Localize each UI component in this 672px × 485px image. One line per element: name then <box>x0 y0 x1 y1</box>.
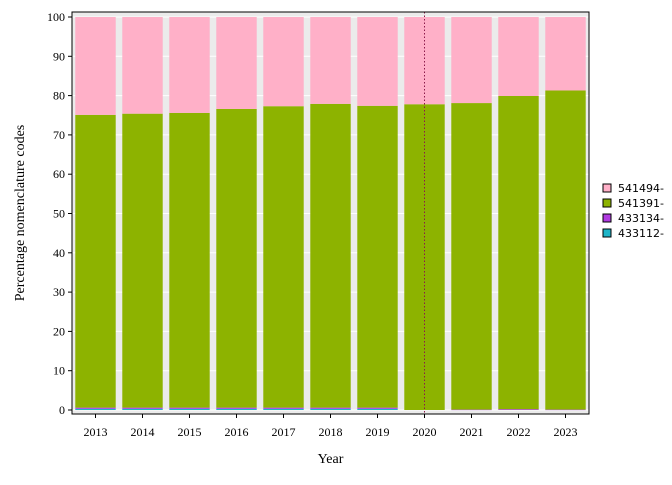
x-tick-label: 2021 <box>460 425 484 439</box>
series-541391 <box>75 90 586 410</box>
bar-segment <box>451 17 492 104</box>
series-433134 <box>75 407 586 411</box>
bar-segment <box>498 95 539 410</box>
legend-label: 541391- <box>618 197 664 210</box>
legend-label: 541494- <box>618 182 664 195</box>
legend-swatch <box>602 198 612 208</box>
bar-segment <box>216 408 257 410</box>
y-tick-label: 90 <box>53 49 65 63</box>
bar-segment <box>122 408 163 410</box>
bar-segment <box>263 106 304 408</box>
bar-segment <box>310 408 351 410</box>
bar-segment <box>122 407 163 409</box>
y-tick-label: 50 <box>53 207 65 221</box>
bar-segment <box>498 17 539 96</box>
x-axis-title: Year <box>318 452 344 467</box>
y-tick-label: 60 <box>53 167 65 181</box>
bar-segment <box>169 112 210 408</box>
bar-segment <box>310 17 351 104</box>
x-tick-label: 2023 <box>554 425 578 439</box>
x-tick-label: 2019 <box>366 425 390 439</box>
bar-segment <box>310 407 351 409</box>
x-tick-label: 2017 <box>272 425 296 439</box>
bar-segment <box>451 103 492 410</box>
bar-segment <box>263 17 304 107</box>
bar-segment <box>545 409 586 411</box>
bar-segment <box>169 407 210 409</box>
bar-segment <box>263 408 304 410</box>
y-tick-label: 80 <box>53 89 65 103</box>
legend: 541494- 541391- 433134- 433112- <box>602 182 664 240</box>
bar-segment <box>216 407 257 409</box>
y-axis-title: Percentage nomenclature codes <box>13 125 28 301</box>
y-tick-label: 30 <box>53 285 65 299</box>
bar-segment <box>545 90 586 410</box>
y-tick-label: 70 <box>53 128 65 142</box>
bar-segment <box>263 407 304 409</box>
bar-segment <box>545 17 586 91</box>
bar-segment <box>122 113 163 408</box>
y-tick-label: 20 <box>53 324 65 338</box>
bar-segment <box>357 105 398 408</box>
bar-segment <box>216 108 257 408</box>
bar-segment <box>122 17 163 114</box>
x-tick-label: 2018 <box>319 425 343 439</box>
bar-segment <box>169 17 210 113</box>
x-tick-label: 2014 <box>131 425 155 439</box>
legend-swatch <box>602 183 612 193</box>
bar-segment <box>357 408 398 410</box>
bar-segment <box>310 103 351 408</box>
x-tick-label: 2020 <box>413 425 437 439</box>
y-tick-label: 10 <box>53 364 65 378</box>
x-tick-label: 2016 <box>225 425 249 439</box>
bar-segment <box>75 114 116 408</box>
x-tick-label: 2022 <box>507 425 531 439</box>
bar-segment <box>357 407 398 409</box>
legend-label: 433112- <box>618 227 664 240</box>
y-tick-label: 100 <box>47 10 65 24</box>
y-tick-label: 0 <box>59 403 65 417</box>
bar-segment <box>451 409 492 411</box>
bar-segment <box>75 408 116 410</box>
bar-segment <box>169 408 210 410</box>
bar-segment <box>216 17 257 109</box>
legend-label: 433134- <box>618 212 664 225</box>
bar-segment <box>498 409 539 410</box>
legend-swatch <box>602 228 612 238</box>
bar-segment <box>75 407 116 409</box>
series-541494 <box>75 17 586 115</box>
y-tick-label: 40 <box>53 246 65 260</box>
legend-swatch <box>602 213 612 223</box>
x-tick-label: 2015 <box>178 425 202 439</box>
series-433112 <box>75 408 398 410</box>
x-tick-label: 2013 <box>84 425 108 439</box>
bar-segment <box>75 17 116 115</box>
bar-segment <box>357 17 398 106</box>
